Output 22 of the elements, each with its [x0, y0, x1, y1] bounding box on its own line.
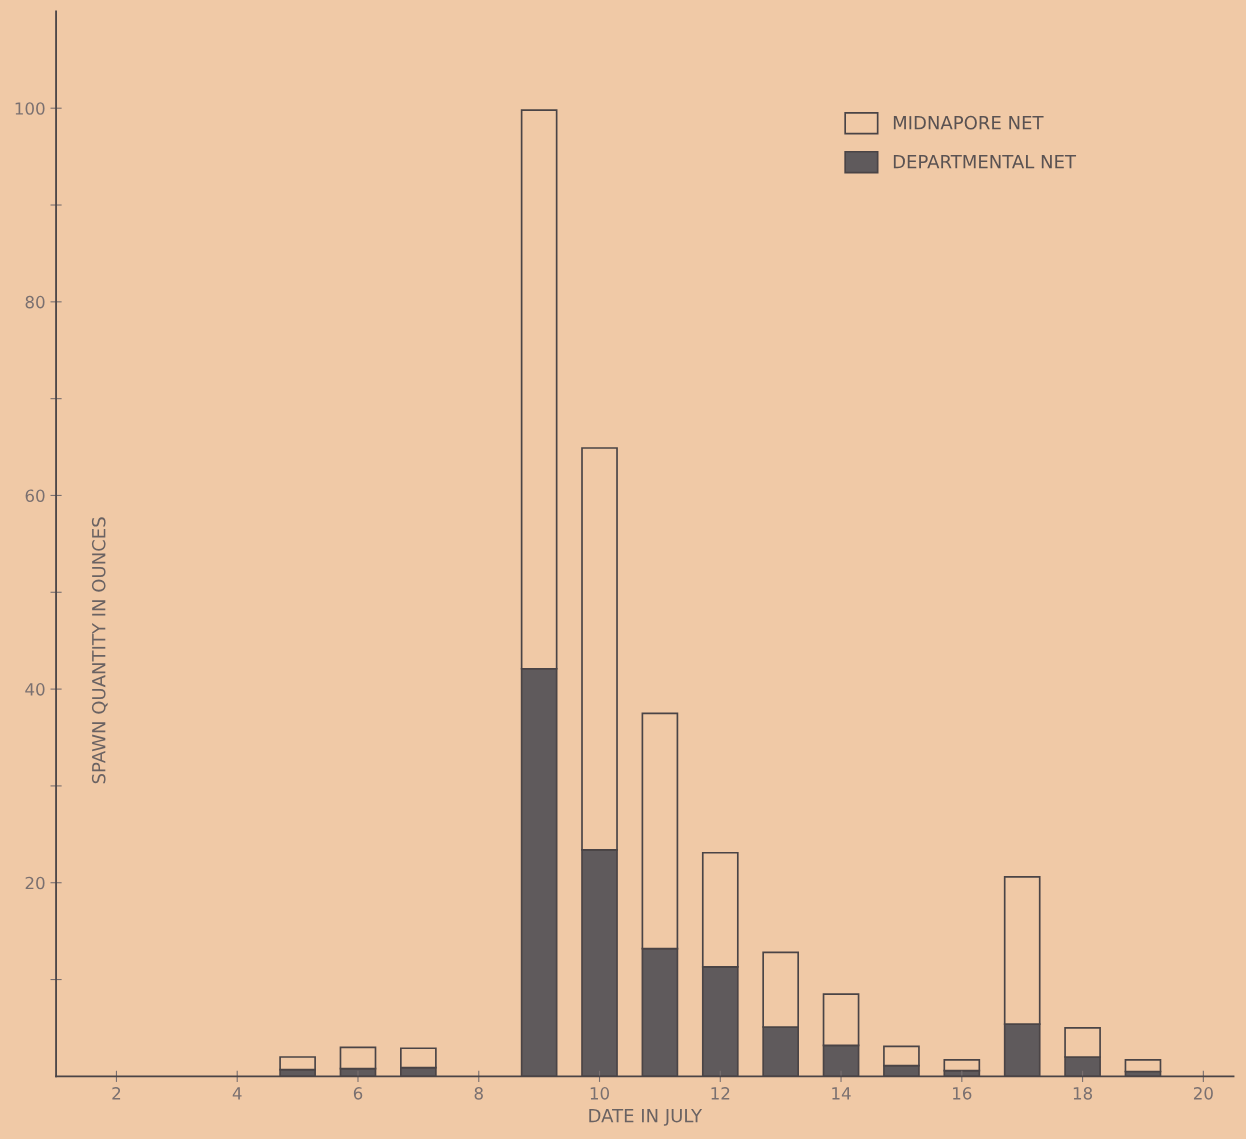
y-tick-label: 40 [25, 683, 45, 696]
x-tick-label: 12 [711, 1087, 730, 1100]
x-tick-label: 8 [474, 1087, 483, 1100]
bar [943, 1059, 981, 1072]
legend-label: MIDNAPORE NET [893, 115, 1044, 130]
x-tick-label: 6 [353, 1087, 363, 1100]
x-tick-label: 2 [112, 1087, 121, 1100]
legend-label: DEPARTMENTAL NET [893, 155, 1077, 169]
x-axis-title: DATE IN JULY [589, 1109, 703, 1126]
x-tick-label: 10 [590, 1087, 610, 1100]
y-tick-label: 60 [25, 489, 45, 503]
bar [1124, 1059, 1162, 1073]
x-tick-label: 20 [1193, 1087, 1213, 1100]
x-tick-label: 16 [953, 1087, 972, 1100]
x-tick-label: 18 [1073, 1087, 1093, 1100]
y-tick-label: 80 [25, 295, 45, 309]
bar [279, 1056, 316, 1071]
x-tick-label: 4 [232, 1087, 242, 1100]
x-tick-label: 14 [832, 1087, 851, 1100]
y-tick-label: 20 [25, 876, 45, 890]
y-axis-title: SPAWN QUANTITY IN OUNCES [91, 517, 108, 784]
y-tick-label: 100 [15, 102, 45, 115]
